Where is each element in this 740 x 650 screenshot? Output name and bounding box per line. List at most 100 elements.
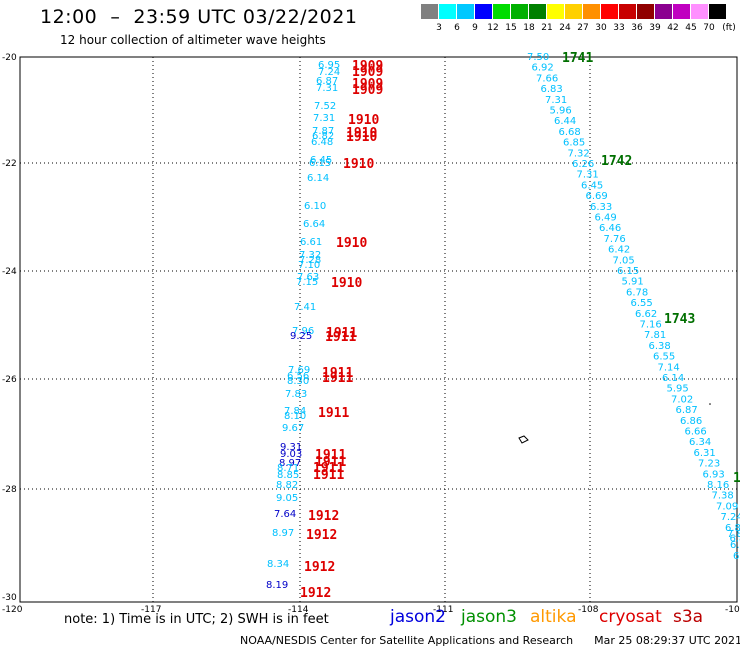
- scale-unit: (ft): [722, 23, 736, 33]
- island-outline: [518, 435, 529, 444]
- scale-label: 39: [649, 23, 661, 33]
- pass-time-label: 1910: [331, 276, 362, 291]
- pass-time-label: 1912: [304, 560, 335, 575]
- wave-height-label: 6.26: [572, 159, 594, 170]
- wave-height-label: 7.83: [285, 389, 307, 400]
- credit-line: NOAA/NESDIS Center for Satellite Applica…: [240, 634, 740, 647]
- wave-height-label: 7.84: [284, 406, 306, 417]
- lat-tick-label: -22: [2, 159, 17, 169]
- pass-time-label: 1912: [300, 586, 331, 601]
- footnote: note: 1) Time is in UTC; 2) SWH is in fe…: [64, 612, 329, 627]
- wave-height-label: 6.8: [730, 534, 740, 545]
- scale-swatch: [421, 4, 438, 19]
- wave-height-label: 7.31: [545, 95, 567, 106]
- wave-height-label: 7.38: [712, 491, 734, 502]
- wave-height-label: 6.93: [703, 469, 725, 480]
- scale-swatch: [673, 4, 690, 19]
- pass-time-label: 1909: [352, 59, 383, 74]
- wave-height-label: 7.63: [297, 272, 319, 283]
- scale-swatch: [637, 4, 654, 19]
- scale-label: 45: [685, 23, 697, 33]
- pass-time-label: 1909: [352, 83, 383, 98]
- wave-height-label: 9.05: [276, 493, 298, 504]
- scale-swatch: [655, 4, 672, 19]
- wave-height-label: 6.15: [309, 158, 331, 169]
- pass-time-label: 1910: [348, 113, 379, 128]
- scale-label: 24: [559, 23, 571, 33]
- wave-height-label: 7.32: [568, 148, 590, 159]
- wave-height-label: 7.31: [577, 170, 599, 181]
- wave-height-label: 8.71: [277, 463, 299, 474]
- pass-time-label: 1911: [322, 366, 353, 381]
- wave-height-label: 8.82: [276, 480, 298, 491]
- wave-height-label: 6.69: [586, 191, 608, 202]
- wave-height-label: 7.24: [721, 512, 740, 523]
- pass-time-label: 1912: [306, 528, 337, 543]
- wave-height-label: 7.52: [314, 101, 336, 112]
- wave-height-label: 8.97: [272, 528, 294, 539]
- wave-height-label: 6.: [733, 551, 740, 562]
- scale-swatch: [547, 4, 564, 19]
- lon-tick-label: -114: [288, 605, 309, 615]
- wave-height-label: 6.14: [662, 373, 684, 384]
- wave-height-label: 6.34: [689, 437, 711, 448]
- wave-height-label: 7.8: [727, 529, 740, 540]
- map-frame: [19, 56, 738, 603]
- scale-label: 27: [577, 23, 589, 33]
- scale-swatch: [565, 4, 582, 19]
- wave-height-label: 7.81: [644, 330, 666, 341]
- lon-tick-label: -108: [578, 605, 599, 615]
- wave-height-label: 9.25: [290, 331, 312, 342]
- pass-time-label: 1910: [346, 130, 377, 145]
- wave-height-label: 6.31: [694, 448, 716, 459]
- wave-height-label: 9.67: [282, 423, 304, 434]
- scale-swatch: [583, 4, 600, 19]
- scale-swatch: [691, 4, 708, 19]
- pass-time-label: 1909: [352, 77, 383, 92]
- wave-height-label: 6.82: [312, 131, 334, 142]
- wave-height-label: 7.76: [604, 234, 626, 245]
- wave-height-label: 9.03: [280, 449, 302, 460]
- scale-label: 9: [472, 23, 478, 33]
- scale-label: 3: [436, 23, 442, 33]
- scale-swatch: [511, 4, 528, 19]
- scale-swatch: [493, 4, 510, 19]
- pass-time-label: 1911: [322, 371, 353, 386]
- lat-tick-label: -26: [2, 375, 17, 385]
- pass-time-label: 1: [733, 471, 740, 486]
- wave-height-label: 6.44: [554, 116, 576, 127]
- wave-height-label: 7.64: [274, 509, 296, 520]
- wave-height-label: 6.15: [617, 266, 639, 277]
- pass-time-label: 1911: [315, 455, 346, 470]
- scale-swatch: [619, 4, 636, 19]
- west-track: 6.957.246.877.317.527.317.876.826.486.45…: [266, 59, 383, 601]
- wave-height-label: 7.50: [527, 52, 549, 63]
- wave-height-label: 7.15: [296, 277, 318, 288]
- scale-label: 36: [631, 23, 643, 33]
- scale-swatch: [457, 4, 474, 19]
- wave-height-label: 7.66: [536, 73, 558, 84]
- wave-height-label: 6.48: [311, 137, 333, 148]
- wave-height-label: 7.16: [640, 320, 662, 331]
- lat-tick-label: -28: [2, 485, 17, 495]
- wave-height-label: 8.97: [279, 458, 301, 469]
- wave-height-label: 5.91: [622, 277, 644, 288]
- wave-height-label: 6.55: [631, 298, 653, 309]
- wave-height-label: 6.83: [541, 84, 563, 95]
- wave-height-label: 6.87: [316, 76, 338, 87]
- wave-height-label: 5.95: [667, 384, 689, 395]
- wave-height-label: 7.31: [316, 83, 338, 94]
- wave-height-label: 6.56: [287, 371, 309, 382]
- wave-height-label: 7.23: [698, 459, 720, 470]
- sat-legend-jason3: jason3: [461, 607, 517, 627]
- wave-height-label: 6.85: [563, 138, 585, 149]
- island-dot: [709, 403, 711, 405]
- wave-height-label: 6.95: [318, 60, 340, 71]
- wave-height-label: 6.33: [590, 202, 612, 213]
- wave-height-label: 7.10: [298, 260, 320, 271]
- scale-label: 30: [595, 23, 607, 33]
- wave-height-label: 5.96: [550, 106, 572, 117]
- wave-height-label: 6.14: [307, 173, 329, 184]
- pass-time-label: 1910: [346, 126, 377, 141]
- wave-height-label: 6.55: [653, 352, 675, 363]
